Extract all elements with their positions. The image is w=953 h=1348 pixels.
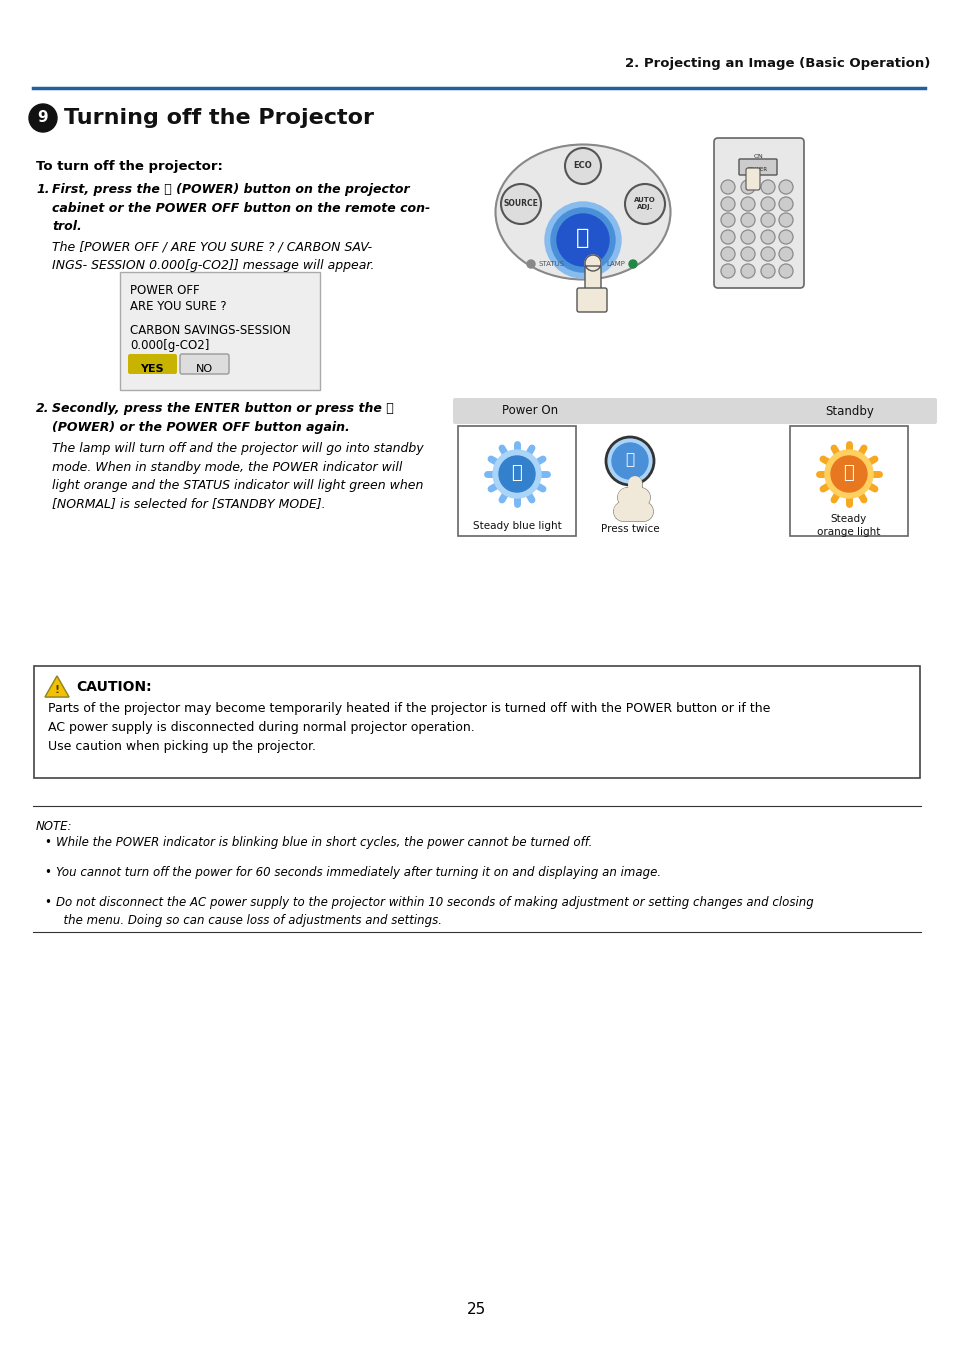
Text: 1.: 1. (36, 183, 50, 195)
Text: POWER: POWER (747, 167, 767, 173)
Text: STATUS: STATUS (538, 262, 564, 267)
FancyBboxPatch shape (34, 666, 919, 778)
Text: First, press the ⏻ (POWER) button on the projector
cabinet or the POWER OFF butt: First, press the ⏻ (POWER) button on the… (52, 183, 430, 233)
Text: CARBON SAVINGS-SESSION: CARBON SAVINGS-SESSION (130, 324, 291, 337)
Circle shape (760, 213, 774, 226)
Circle shape (779, 213, 792, 226)
Text: 2.: 2. (36, 402, 50, 415)
Text: You cannot turn off the power for 60 seconds immediately after turning it on and: You cannot turn off the power for 60 sec… (56, 865, 660, 879)
Text: ⏻: ⏻ (625, 453, 634, 468)
FancyBboxPatch shape (789, 426, 907, 537)
Circle shape (612, 443, 647, 479)
Text: While the POWER indicator is blinking blue in short cycles, the power cannot be : While the POWER indicator is blinking bl… (56, 836, 592, 849)
FancyBboxPatch shape (120, 272, 319, 390)
Circle shape (760, 247, 774, 262)
Text: ECO: ECO (573, 162, 592, 170)
Text: SOURCE: SOURCE (503, 200, 537, 209)
Circle shape (624, 183, 664, 224)
Text: Power On: Power On (501, 404, 558, 418)
Text: NOTE:: NOTE: (36, 820, 72, 833)
Text: LAMP: LAMP (605, 262, 624, 267)
Circle shape (584, 255, 600, 271)
Circle shape (557, 214, 608, 266)
Circle shape (824, 450, 872, 497)
Circle shape (830, 456, 866, 492)
FancyBboxPatch shape (453, 398, 936, 425)
Circle shape (740, 231, 754, 244)
Circle shape (779, 247, 792, 262)
Circle shape (740, 213, 754, 226)
Circle shape (779, 181, 792, 194)
Text: 0.000[g-CO2]: 0.000[g-CO2] (130, 338, 209, 352)
Circle shape (720, 181, 734, 194)
Circle shape (760, 264, 774, 278)
Text: 9: 9 (38, 111, 49, 125)
FancyBboxPatch shape (180, 355, 229, 373)
Circle shape (740, 181, 754, 194)
Text: The [POWER OFF / ARE YOU SURE ? / CARBON SAV-
INGS- SESSION 0.000[g-CO2]] messag: The [POWER OFF / ARE YOU SURE ? / CARBON… (52, 240, 374, 271)
Circle shape (720, 197, 734, 212)
Text: NO: NO (195, 364, 213, 373)
FancyBboxPatch shape (713, 137, 803, 288)
Text: POWER OFF: POWER OFF (130, 284, 199, 297)
Circle shape (551, 208, 615, 272)
Circle shape (720, 213, 734, 226)
Circle shape (526, 260, 535, 268)
Circle shape (779, 264, 792, 278)
Circle shape (500, 183, 540, 224)
Circle shape (760, 197, 774, 212)
Circle shape (740, 247, 754, 262)
Text: Do not disconnect the AC power supply to the projector within 10 seconds of maki: Do not disconnect the AC power supply to… (56, 896, 813, 927)
FancyBboxPatch shape (128, 355, 177, 373)
Text: Parts of the projector may become temporarily heated if the projector is turned : Parts of the projector may become tempor… (48, 702, 770, 754)
Text: YES: YES (140, 364, 164, 373)
Ellipse shape (495, 144, 670, 279)
Circle shape (779, 231, 792, 244)
FancyBboxPatch shape (745, 168, 760, 190)
Text: 25: 25 (467, 1302, 486, 1317)
Circle shape (498, 456, 535, 492)
FancyBboxPatch shape (577, 288, 606, 311)
Text: 2. Projecting an Image (Basic Operation): 2. Projecting an Image (Basic Operation) (624, 57, 929, 70)
Circle shape (29, 104, 57, 132)
Circle shape (760, 231, 774, 244)
Circle shape (740, 197, 754, 212)
Text: •: • (44, 865, 51, 879)
Text: CAUTION:: CAUTION: (76, 679, 152, 694)
Text: •: • (44, 836, 51, 849)
Circle shape (779, 197, 792, 212)
Text: ⏻: ⏻ (576, 228, 589, 248)
Text: ⏻: ⏻ (511, 464, 522, 483)
Text: ON: ON (753, 154, 763, 159)
FancyBboxPatch shape (584, 266, 600, 293)
Text: Secondly, press the ENTER button or press the ⏻
(POWER) or the POWER OFF button : Secondly, press the ENTER button or pres… (52, 402, 394, 434)
Circle shape (564, 148, 600, 183)
Circle shape (720, 247, 734, 262)
Circle shape (605, 437, 654, 485)
Text: The lamp will turn off and the projector will go into standby
mode. When in stan: The lamp will turn off and the projector… (52, 442, 423, 511)
Circle shape (493, 450, 540, 497)
Text: Turning off the Projector: Turning off the Projector (64, 108, 374, 128)
Text: Steady
orange light: Steady orange light (817, 514, 880, 538)
Circle shape (628, 260, 637, 268)
Text: ARE YOU SURE ?: ARE YOU SURE ? (130, 301, 227, 313)
FancyBboxPatch shape (457, 426, 576, 537)
FancyBboxPatch shape (739, 159, 776, 175)
Circle shape (720, 231, 734, 244)
Text: Press twice: Press twice (600, 524, 659, 534)
Text: To turn off the projector:: To turn off the projector: (36, 160, 223, 173)
Circle shape (760, 181, 774, 194)
Text: !: ! (54, 685, 59, 696)
Text: •: • (44, 896, 51, 909)
Circle shape (720, 264, 734, 278)
Circle shape (740, 264, 754, 278)
Polygon shape (45, 675, 69, 697)
Text: Standby: Standby (824, 404, 874, 418)
Text: AUTO
ADJ.: AUTO ADJ. (634, 198, 655, 210)
Text: Steady blue light: Steady blue light (472, 520, 560, 531)
Circle shape (544, 202, 620, 278)
Text: ⏻: ⏻ (842, 464, 854, 483)
